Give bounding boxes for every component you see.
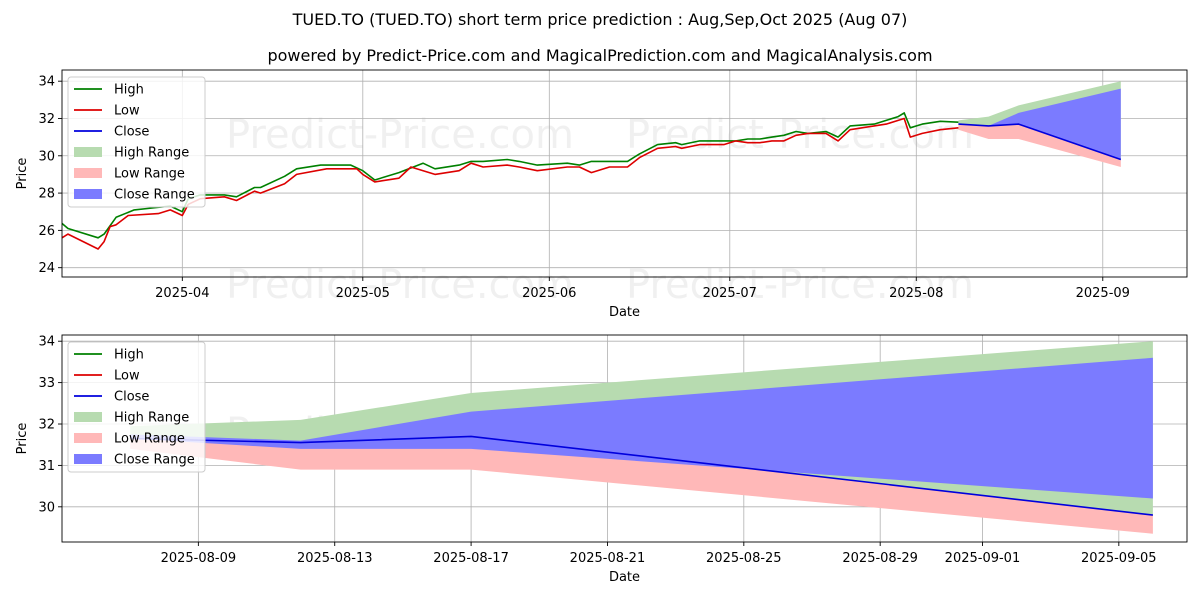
high-series-line [62, 112, 959, 239]
legend-swatch-close-range [74, 454, 102, 464]
legend-box [67, 76, 206, 208]
chart-subtitle: powered by Predict-Price.com and Magical… [267, 46, 933, 65]
x-tick-label: 2025-08-13 [297, 551, 373, 566]
legend-label-high: High [114, 348, 144, 363]
axes-frame [61, 334, 1188, 543]
y-axis-label: Price [15, 423, 30, 455]
close-series-line [958, 123, 1122, 161]
legend-label-close: Close [114, 125, 149, 140]
legend: High Low Close High Range Low Range Close Ran… [67, 341, 206, 473]
x-tick-label: 2025-07 [703, 286, 757, 301]
legend-swatch-high-range [74, 412, 102, 422]
x-tick-label: 2025-08-21 [570, 551, 646, 566]
legend-label-close-range: Close Range [114, 188, 195, 203]
y-tick-label: 24 [38, 261, 55, 276]
y-tick-label: 30 [38, 149, 55, 164]
y-axis: 30 31 32 33 34 [38, 335, 62, 515]
legend: High Low Close High Range Low Range Close Ran… [67, 76, 206, 208]
chart-panel-1: 2025-04 2025-05 2025-06 2025-07 2025-08 2025-… [15, 69, 1188, 320]
y-tick-label: 28 [38, 187, 55, 202]
x-tick-label: 2025-09-05 [1081, 551, 1157, 566]
low-range-area [130, 436, 1153, 534]
axes-frame [61, 69, 1188, 278]
x-tick-label: 2025-05 [336, 286, 390, 301]
legend-label-close-range: Close Range [114, 453, 195, 468]
chart-title: TUED.TO (TUED.TO) short term price predi… [292, 10, 908, 29]
y-tick-label: 26 [38, 224, 55, 239]
y-axis-label: Price [15, 158, 30, 190]
y-tick-label: 32 [38, 418, 55, 433]
legend-label-close: Close [114, 390, 149, 405]
x-tick-label: 2025-08 [889, 286, 943, 301]
watermark-text: Predict-Price.com [226, 112, 574, 158]
legend-swatch-close-range [74, 189, 102, 199]
legend-swatch-low-range [74, 433, 102, 443]
y-tick-label: 30 [38, 500, 55, 515]
watermark-text: Predict-Price.com [226, 262, 574, 308]
y-axis: 24 26 28 30 32 34 [38, 75, 62, 276]
chart-panel-2: 2025-08-09 2025-08-13 2025-08-17 2025-08-21… [15, 334, 1188, 585]
legend-label-high-range: High Range [114, 146, 189, 161]
x-tick-label: 2025-06 [522, 286, 576, 301]
low-series-line [62, 117, 959, 250]
legend-label-low: Low [114, 104, 140, 119]
x-axis: 2025-04 2025-05 2025-06 2025-07 2025-08 2025-… [155, 277, 1130, 301]
close-range-area [130, 357, 1153, 499]
y-tick-label: 33 [38, 376, 55, 391]
legend-label-high: High [114, 83, 144, 98]
close-series-line [130, 435, 1153, 516]
legend-swatch-high-range [74, 147, 102, 157]
y-tick-label: 34 [38, 335, 55, 350]
x-tick-label: 2025-09-01 [945, 551, 1021, 566]
plot-area [130, 341, 1153, 534]
y-tick-label: 31 [38, 459, 55, 474]
x-axis: 2025-08-09 2025-08-13 2025-08-17 2025-08-21… [161, 542, 1157, 566]
y-tick-label: 32 [38, 112, 55, 127]
y-tick-label: 34 [38, 75, 55, 90]
close-range-area [958, 88, 1121, 160]
legend-label-low-range: Low Range [114, 167, 185, 182]
low-range-area [958, 124, 1121, 167]
legend-box [67, 341, 206, 473]
x-tick-label: 2025-08-25 [706, 551, 782, 566]
x-axis-label: Date [609, 570, 640, 585]
x-tick-label: 2025-08-17 [433, 551, 509, 566]
x-tick-label: 2025-04 [155, 286, 209, 301]
x-tick-label: 2025-08-29 [842, 551, 918, 566]
grid [62, 70, 1187, 277]
x-tick-label: 2025-08-09 [161, 551, 237, 566]
legend-label-low: Low [114, 369, 140, 384]
legend-swatch-low-range [74, 168, 102, 178]
x-tick-label: 2025-09 [1076, 286, 1130, 301]
x-axis-label: Date [609, 305, 640, 320]
watermark-text: Predict-Price.com [626, 262, 974, 308]
legend-label-low-range: Low Range [114, 432, 185, 447]
plot-area [62, 81, 1122, 250]
legend-label-high-range: High Range [114, 411, 189, 426]
